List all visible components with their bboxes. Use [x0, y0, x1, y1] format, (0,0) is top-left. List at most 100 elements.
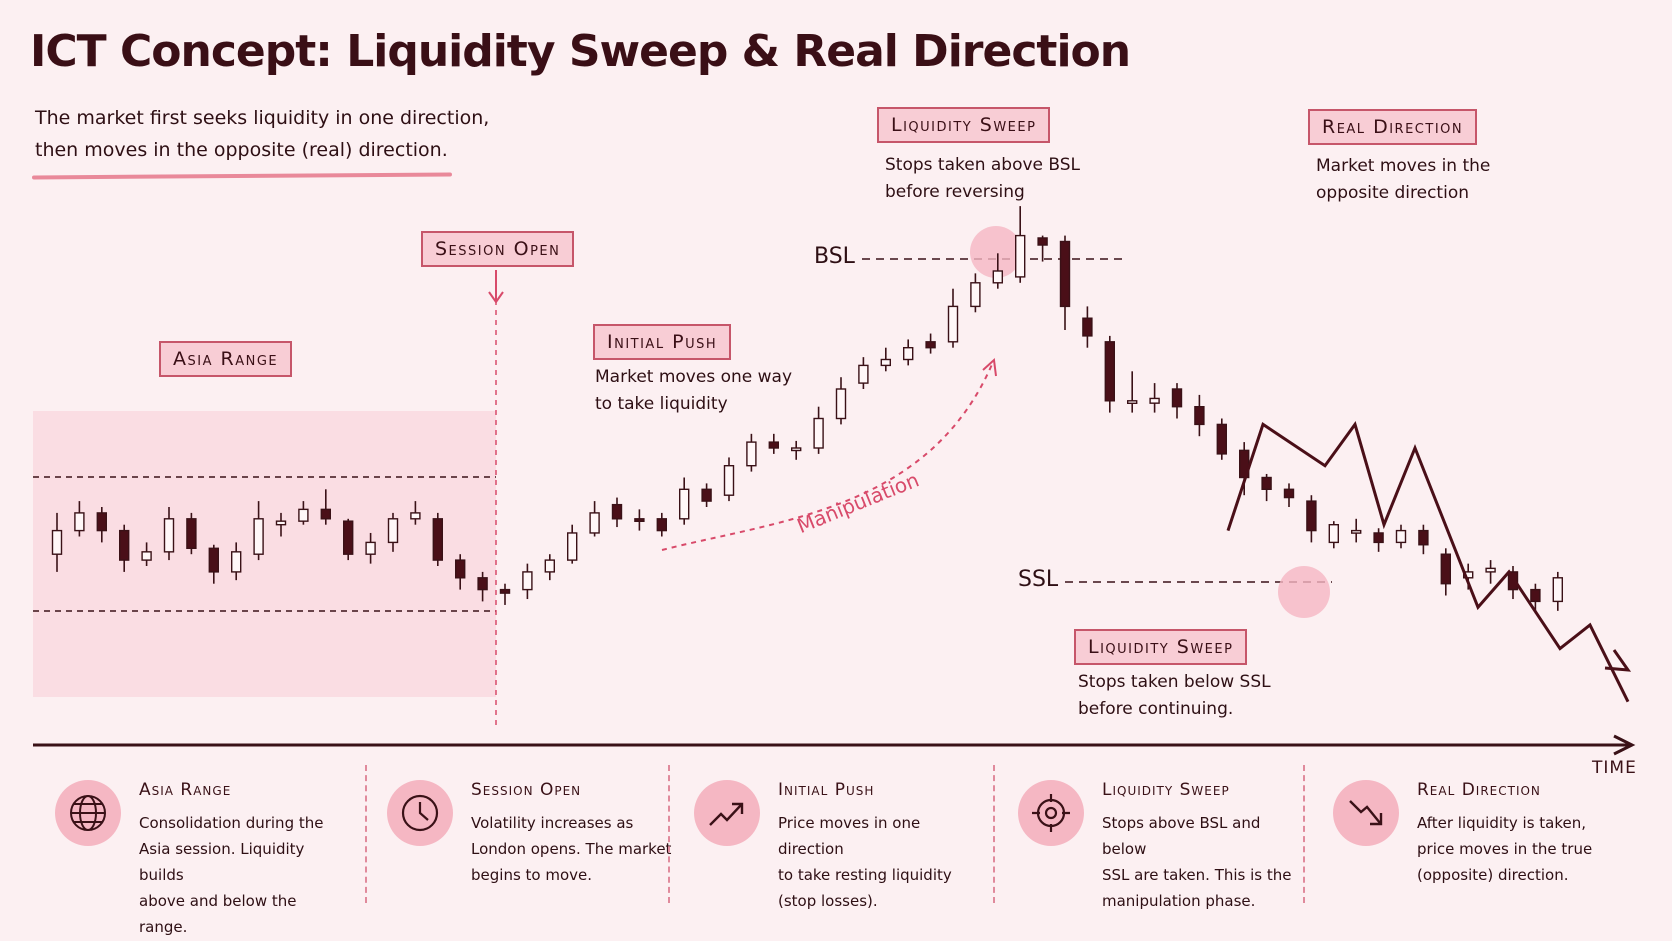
- subtitle-line-2: then moves in the opposite (real) direct…: [35, 139, 448, 161]
- candle-bearish: [208, 547, 220, 573]
- candle-bullish: [410, 512, 421, 520]
- legend-line: Volatility increases as: [471, 814, 634, 832]
- candle-bullish: [51, 529, 63, 555]
- candle-bullish: [858, 364, 869, 384]
- candle-bullish: [387, 518, 399, 544]
- tag-asia-range: Asia Range: [159, 341, 293, 377]
- candle-bearish: [1037, 237, 1048, 246]
- candle-bullish: [1126, 400, 1138, 404]
- legend-text: Volatility increases as London opens. Th…: [471, 810, 676, 888]
- candle-bullish: [298, 508, 309, 522]
- globe-icon: [55, 780, 121, 846]
- candle-bullish: [835, 388, 847, 420]
- legend-line: begins to move.: [471, 866, 593, 884]
- candle-bearish: [1104, 341, 1116, 402]
- tag-session-open: Session Open: [421, 231, 575, 267]
- candle-bearish: [1507, 571, 1519, 591]
- note-sweep-top-line-1: Stops taken above BSL: [885, 155, 1081, 175]
- legend-line: SSL are taken. This is the: [1102, 866, 1292, 884]
- legend-separator: [993, 765, 995, 903]
- legend-title: Asia Range: [139, 780, 232, 800]
- candle-bullish: [1552, 577, 1564, 603]
- legend-title: Session Open: [471, 780, 582, 800]
- tag-liquidity-sweep-top: Liquidity Sweep: [877, 107, 1051, 143]
- candle-bullish: [74, 512, 85, 532]
- legend-separator: [1303, 765, 1305, 903]
- note-sweep-top-line-2: before reversing: [885, 182, 1025, 202]
- legend-line: (stop losses).: [778, 892, 878, 910]
- candle-bearish: [611, 503, 623, 520]
- legend-separator: [365, 765, 367, 903]
- candle-bullish: [230, 551, 242, 573]
- candle-bullish: [679, 488, 690, 520]
- candle-bullish: [791, 447, 802, 452]
- note-real-direction-line-2: opposite direction: [1316, 183, 1469, 203]
- legend-line: Consolidation during the: [139, 814, 324, 832]
- candle-bullish: [970, 282, 981, 308]
- candle-bearish: [925, 341, 936, 349]
- candle-bullish: [589, 512, 600, 534]
- candle-bearish: [118, 529, 130, 561]
- candle-bearish: [96, 512, 108, 532]
- candle-bearish: [1440, 553, 1452, 585]
- legend-title: Initial Push: [778, 780, 875, 800]
- tag-real-direction: Real Direction: [1308, 109, 1478, 145]
- candle-bullish: [141, 551, 152, 561]
- note-real-direction-line-1: Market moves in the: [1316, 156, 1491, 176]
- candle-bearish: [701, 488, 712, 502]
- candle-bullish: [1350, 529, 1362, 534]
- tag-initial-push: Initial Push: [593, 324, 732, 360]
- candle-bearish: [1530, 588, 1541, 603]
- candle-bearish: [186, 518, 197, 549]
- candle-bearish: [1082, 317, 1093, 337]
- tag-liquidity-sweep-bottom: Liquidity Sweep: [1074, 629, 1248, 665]
- bsl-sweep-marker: [970, 226, 1022, 278]
- trend-up-icon: [694, 780, 760, 846]
- legend-title: Real Direction: [1417, 780, 1541, 800]
- candle-bullish: [746, 441, 757, 467]
- real-direction-path: [1226, 421, 1630, 703]
- candle-bearish: [634, 518, 645, 522]
- legend-line: Stops above BSL and below: [1102, 814, 1261, 858]
- note-initial-push-line-1: Market moves one way: [595, 367, 793, 387]
- candle-bearish: [499, 588, 511, 594]
- candle-bullish: [544, 559, 555, 573]
- ssl-sweep-marker: [1278, 566, 1330, 618]
- candle-bearish: [320, 508, 331, 520]
- candle-bullish: [813, 417, 824, 449]
- candle-bullish: [163, 518, 175, 553]
- candle-bullish: [903, 347, 914, 361]
- legend-line: manipulation phase.: [1102, 892, 1256, 910]
- candle-bullish: [1485, 567, 1496, 573]
- candle-bullish: [880, 358, 891, 367]
- candle-bearish: [455, 559, 466, 579]
- subtitle-line-1: The market first seeks liquidity in one …: [35, 107, 490, 129]
- candle-bearish: [432, 518, 443, 561]
- candle-bearish: [1306, 500, 1317, 532]
- candle-bearish: [1059, 240, 1071, 308]
- real-direction-arrowhead: [1604, 649, 1632, 672]
- session-open-arrow: [488, 270, 504, 304]
- bsl-label: BSL: [814, 244, 855, 269]
- note-liquidity-sweep-bottom: Stops taken below SSL before continuing.: [1078, 669, 1271, 723]
- candle-bearish: [1216, 423, 1228, 455]
- candle-bullish: [947, 305, 959, 343]
- legend-text: Stops above BSL and below SSL are taken.…: [1102, 810, 1307, 914]
- note-sweep-bottom-line-1: Stops taken below SSL: [1078, 672, 1271, 692]
- clock-icon: [387, 780, 453, 846]
- legend-text: Price moves in one direction to take res…: [778, 810, 983, 914]
- candle-bearish: [1194, 406, 1205, 426]
- candle-bullish: [723, 465, 735, 496]
- time-axis-arrowhead: [1613, 734, 1636, 756]
- legend-title: Liquidity Sweep: [1102, 780, 1230, 800]
- asia-range-box: [33, 411, 496, 697]
- note-initial-push: Market moves one way to take liquidity: [595, 364, 792, 418]
- legend-line: (opposite) direction.: [1417, 866, 1569, 884]
- note-initial-push-line-2: to take liquidity: [595, 394, 728, 414]
- manipulation-arrow: [661, 361, 994, 551]
- legend-line: Price moves in one direction: [778, 814, 921, 858]
- candle-bullish: [253, 518, 264, 555]
- manipulation-arrowhead: [982, 357, 997, 377]
- note-liquidity-sweep-top: Stops taken above BSL before reversing: [885, 152, 1080, 206]
